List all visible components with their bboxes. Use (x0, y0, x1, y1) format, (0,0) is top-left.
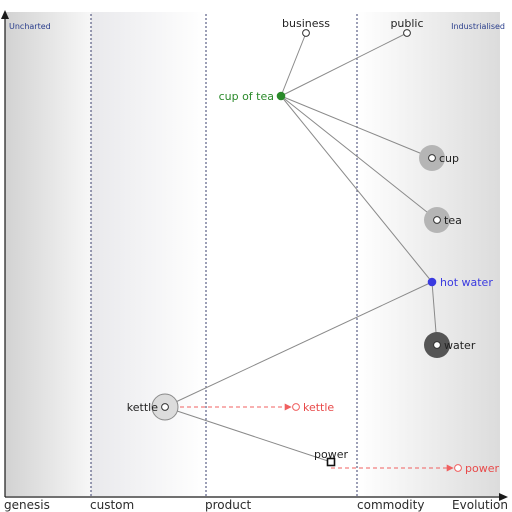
component-water[interactable]: water (424, 332, 476, 358)
link-cup-of-tea-to-tea (280, 95, 438, 221)
component-cup[interactable]: cup (419, 145, 459, 171)
evolution-axis-label: Evolution (452, 498, 508, 512)
stage-label-genesis: genesis (4, 498, 50, 512)
link-public-to-cup-of-tea (280, 32, 408, 97)
y-axis-arrowhead (1, 10, 9, 19)
power-marker[interactable] (326, 457, 336, 467)
component-hot-water[interactable]: hot water (427, 276, 493, 289)
stage-backgrounds (5, 12, 500, 496)
evolution-arrows (180, 403, 454, 472)
business-label: business (282, 17, 330, 30)
stage-label-product: product (205, 498, 251, 512)
cup-of-tea-label: cup of tea (219, 90, 274, 103)
link-business-to-cup-of-tea (280, 32, 307, 97)
link-cup-of-tea-to-cup (280, 95, 433, 159)
custom-region (91, 12, 206, 496)
public-label: public (390, 17, 423, 30)
component-power[interactable]: power (314, 448, 348, 467)
water-label: water (444, 339, 476, 352)
x-axis-arrowhead (499, 493, 508, 501)
stage-label-commodity: commodity (357, 498, 424, 512)
kettle-evolved-marker[interactable] (292, 403, 300, 411)
power-label: power (314, 448, 348, 461)
tea-marker[interactable] (433, 216, 441, 224)
component-business[interactable]: business (282, 17, 330, 37)
link-hot-water-to-kettle (164, 281, 433, 408)
components: business public cup of tea cup tea hot water w… (127, 17, 500, 475)
industrialised-label: Industrialised (451, 22, 505, 31)
component-tea[interactable]: tea (424, 207, 462, 233)
component-cup-of-tea[interactable]: cup of tea (219, 90, 286, 103)
link-kettle-to-power (164, 406, 332, 463)
stage-dividers (90, 14, 358, 496)
public-marker[interactable] (403, 29, 411, 37)
power-evolved-marker[interactable] (454, 464, 462, 472)
genesis-region (5, 12, 91, 496)
water-marker[interactable] (433, 341, 441, 349)
kettle-evolved-label: kettle (303, 401, 334, 414)
component-public[interactable]: public (390, 17, 424, 37)
axes (1, 10, 508, 501)
stage-label-custom: custom (90, 498, 134, 512)
cup-label: cup (439, 152, 459, 165)
uncharted-label: Uncharted (9, 22, 51, 31)
product-region (206, 12, 357, 496)
hot-water-marker[interactable] (427, 277, 437, 287)
cup-of-tea-marker[interactable] (276, 91, 286, 101)
kettle-marker[interactable] (161, 403, 169, 411)
dependency-links (164, 32, 438, 463)
cup-marker[interactable] (428, 154, 436, 162)
component-kettle[interactable]: kettle (127, 393, 179, 421)
tea-label: tea (444, 214, 462, 227)
business-marker[interactable] (302, 29, 310, 37)
commodity-region (357, 12, 500, 496)
link-cup-of-tea-to-hot-water (280, 95, 433, 283)
kettle-label: kettle (127, 401, 158, 414)
component-power-evolved[interactable]: power (454, 462, 500, 475)
component-kettle-evolved[interactable]: kettle (292, 401, 335, 414)
hot-water-label: hot water (440, 276, 493, 289)
power-evolved-label: power (465, 462, 499, 475)
